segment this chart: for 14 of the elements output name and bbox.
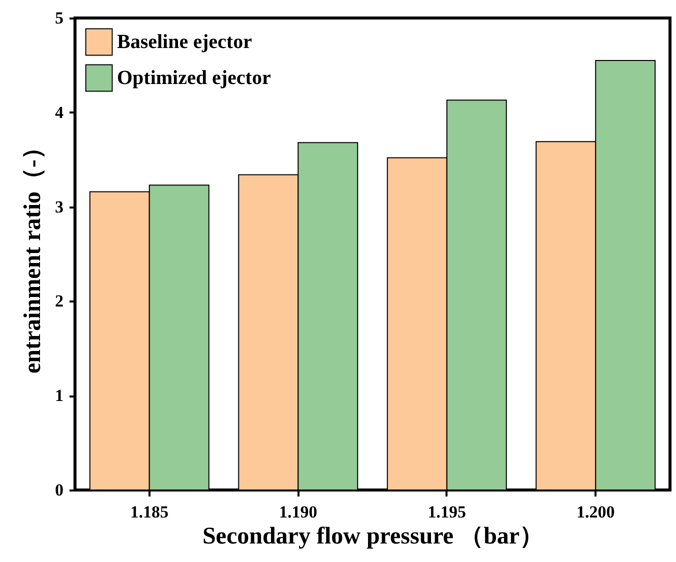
y-tick-label: 4 xyxy=(55,102,64,122)
y-tick-label: 5 xyxy=(55,8,64,28)
x-tick-label: 1.185 xyxy=(130,502,168,522)
x-axis-title: Secondary flow pressure （bar） xyxy=(202,524,544,550)
legend-label: Baseline ejector xyxy=(117,31,252,53)
x-tick-label: 1.195 xyxy=(428,502,466,522)
y-tick-label: 0 xyxy=(55,480,64,500)
legend-label: Optimized ejector xyxy=(117,67,271,89)
x-tick-label: 1.190 xyxy=(279,502,318,522)
y-tick-label: 3 xyxy=(55,197,64,216)
y-axis-title: entrainment ratio（-） xyxy=(20,136,46,374)
x-tick-label: 1.200 xyxy=(576,502,615,522)
y-tick-label: 2 xyxy=(55,292,64,311)
y-tick-label: 1 xyxy=(55,386,64,406)
